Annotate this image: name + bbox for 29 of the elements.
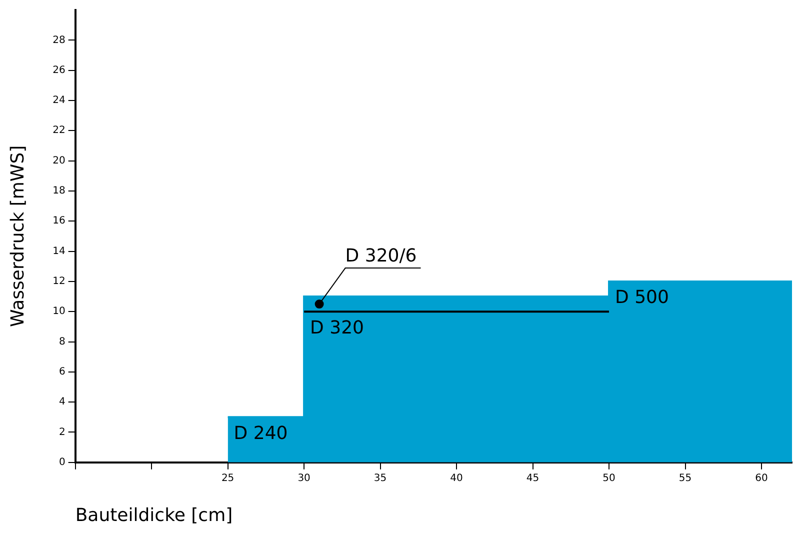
x-tick-label: 60	[755, 472, 768, 484]
y-tick-label: 6	[58, 366, 66, 378]
annotation: D 240	[234, 422, 288, 444]
y-tick-label: 24	[52, 95, 66, 106]
x-tick-label: 50	[602, 472, 616, 484]
x-tick-label: 30	[298, 472, 310, 484]
y-tick-label: 8	[58, 336, 66, 348]
y-tick-label: 18	[52, 186, 66, 197]
y-tick-label: 16	[52, 216, 66, 227]
y-tick-label: 22	[52, 125, 66, 136]
y-tick-label: 28	[52, 34, 66, 46]
y-axis-title: Wasserdruck [mWS]	[7, 145, 28, 328]
y-tick-label: 14	[52, 246, 66, 257]
y-tick-label: 12	[52, 276, 66, 288]
annotation: D 500	[615, 287, 669, 308]
y-tick-label: 2	[58, 426, 66, 438]
x-tick-label: 40	[450, 472, 463, 484]
y-tick-label: 4	[58, 396, 66, 408]
y-tick-label: 0	[58, 456, 66, 468]
y-tick-label: 20	[52, 155, 66, 166]
x-tick-label: 25	[221, 472, 234, 484]
annotation: D 320	[310, 317, 364, 338]
y-tick-label: 10	[52, 306, 66, 318]
x-tick-label: 45	[526, 472, 540, 484]
x-tick-label: 35	[374, 472, 387, 484]
x-axis-title: Bauteildicke [cm]	[75, 504, 233, 526]
x-tick-label: 55	[678, 472, 692, 484]
y-tick-label: 26	[52, 64, 66, 76]
annotation: D 320/6	[345, 246, 417, 267]
